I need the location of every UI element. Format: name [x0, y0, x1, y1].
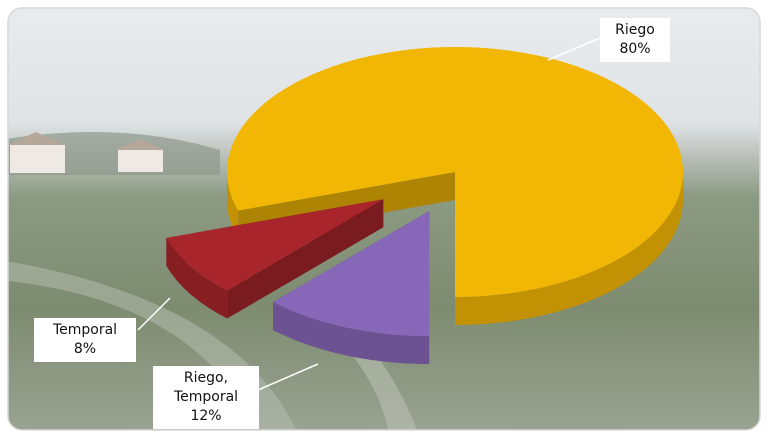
value-label: 8% — [73, 341, 97, 357]
slice — [166, 199, 384, 291]
category-label: Riego, Temporal — [173, 370, 239, 405]
value-label: 12% — [190, 408, 222, 424]
leader-line — [547, 37, 601, 61]
slice-side — [455, 172, 683, 325]
slice-side — [227, 172, 239, 239]
slice-side — [166, 237, 228, 319]
value-label: 80% — [619, 41, 651, 57]
frame — [7, 7, 761, 431]
leader-line — [257, 363, 319, 391]
leader-line — [137, 297, 171, 331]
category-label: Riego — [615, 22, 655, 38]
category-label: Temporal — [52, 322, 118, 338]
slice — [227, 47, 684, 298]
label-box: Temporal 8% — [34, 318, 136, 362]
label-box: Riego 80% — [600, 18, 670, 62]
label-box: Riego, Temporal 12% — [153, 366, 259, 429]
slice-side — [273, 302, 430, 365]
pie — [166, 47, 684, 365]
slice — [273, 211, 430, 337]
